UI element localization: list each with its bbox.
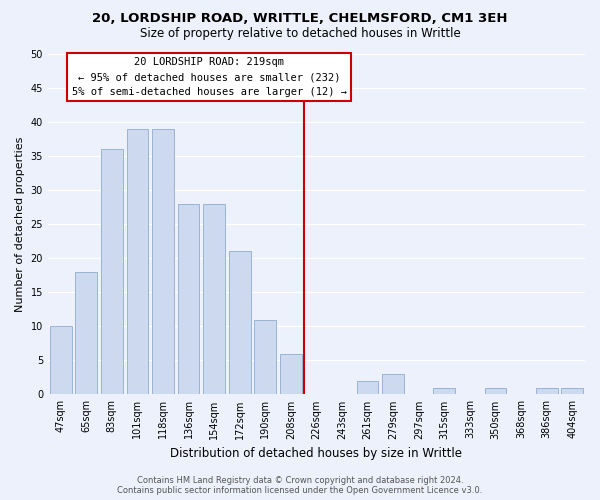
- Bar: [127, 129, 148, 394]
- Text: 20 LORDSHIP ROAD: 219sqm
← 95% of detached houses are smaller (232)
5% of semi-d: 20 LORDSHIP ROAD: 219sqm ← 95% of detach…: [71, 58, 347, 97]
- Text: Size of property relative to detached houses in Writtle: Size of property relative to detached ho…: [140, 28, 460, 40]
- Bar: [485, 388, 506, 394]
- Bar: [50, 326, 71, 394]
- Bar: [76, 272, 97, 394]
- Bar: [536, 388, 557, 394]
- Bar: [357, 381, 379, 394]
- Bar: [433, 388, 455, 394]
- Bar: [203, 204, 225, 394]
- Bar: [152, 129, 174, 394]
- Text: Contains HM Land Registry data © Crown copyright and database right 2024.
Contai: Contains HM Land Registry data © Crown c…: [118, 476, 482, 495]
- Bar: [229, 252, 251, 394]
- X-axis label: Distribution of detached houses by size in Writtle: Distribution of detached houses by size …: [170, 447, 463, 460]
- Y-axis label: Number of detached properties: Number of detached properties: [15, 136, 25, 312]
- Bar: [101, 150, 123, 394]
- Text: 20, LORDSHIP ROAD, WRITTLE, CHELMSFORD, CM1 3EH: 20, LORDSHIP ROAD, WRITTLE, CHELMSFORD, …: [92, 12, 508, 26]
- Bar: [382, 374, 404, 394]
- Bar: [280, 354, 302, 395]
- Bar: [562, 388, 583, 394]
- Bar: [254, 320, 276, 394]
- Bar: [178, 204, 199, 394]
